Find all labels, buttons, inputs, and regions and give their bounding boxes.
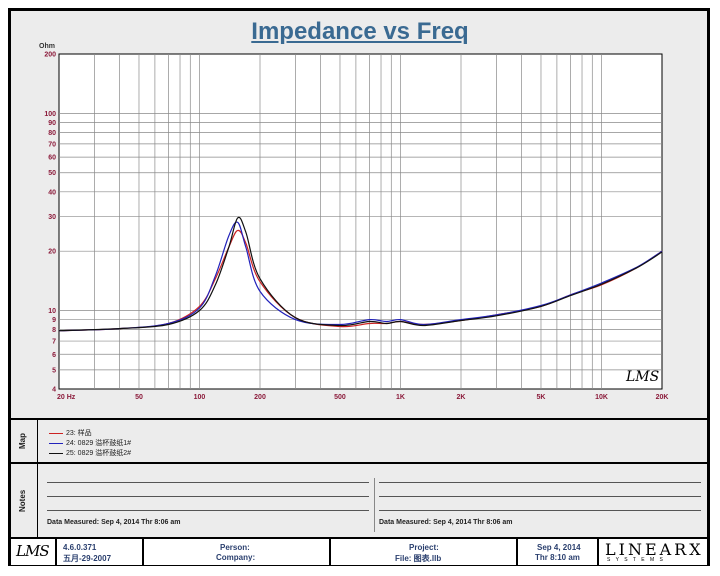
y-tick-label: 8 [52, 327, 56, 334]
x-tick-label: 5K [537, 394, 546, 401]
y-tick-label: 4 [52, 387, 56, 394]
footer-project-cell: Project: File: 图表.llb [331, 539, 518, 565]
y-tick-label: 10 [48, 308, 56, 315]
legend-swatch [49, 442, 63, 444]
footer-brand-cell: LINEARX S Y S T E M S [599, 539, 707, 565]
y-tick-label: 200 [44, 52, 56, 59]
legend-label: 23: 样品 [66, 430, 92, 437]
person-label: Person: [220, 543, 250, 552]
footer-date: Sep 4, 2014 [537, 543, 581, 552]
chart-title: Impedance vs Freq [251, 18, 469, 45]
note-line [47, 496, 369, 497]
y-tick-label: 70 [48, 141, 56, 148]
footer-person-cell: Person: Company: [144, 539, 331, 565]
linearx-subtitle: S Y S T E M S [607, 557, 665, 563]
footer-logo-cell: LMS [11, 539, 57, 565]
y-tick-label: 30 [48, 214, 56, 221]
x-tick-label: 10K [595, 394, 608, 401]
y-tick-label: 90 [48, 120, 56, 127]
x-tick-labels: 20 Hz 50 100 200 500 1K 2K 5K 10K 20K [57, 394, 668, 401]
legend: 23: 样品 24: 0829 溢杯鼓纸1# 25: 0829 溢杯鼓纸2# [49, 428, 131, 458]
footer-date-cell: Sep 4, 2014 Thr 8:10 am [518, 539, 599, 565]
y-tick-label: 50 [48, 170, 56, 177]
y-tick-label: 60 [48, 155, 56, 162]
x-tick-label: 200 [254, 394, 266, 401]
x-tick-label: 2K [457, 394, 466, 401]
notes-column-divider [374, 478, 375, 532]
map-label: Map [18, 433, 27, 449]
version-date: 五月-29-2007 [63, 554, 112, 563]
y-tick-label: 100 [44, 111, 56, 118]
legend-swatch [49, 452, 63, 454]
note-line [379, 482, 701, 483]
lms-logo: LMS [16, 542, 50, 560]
x-tick-label: 20K [656, 394, 669, 401]
x-tick-label: 1K [396, 394, 405, 401]
lms-watermark: LMS [625, 369, 659, 385]
series-lines [58, 216, 663, 332]
linearx-logo: LINEARX [605, 540, 704, 559]
x-tick-label: 20 Hz [57, 394, 76, 401]
footer-bar: LMS 4.6.0.371 五月-29-2007 Person: Company… [11, 537, 707, 565]
series-line-2 [58, 221, 663, 332]
note-line [379, 510, 701, 511]
y-tick-label: 80 [48, 130, 56, 137]
x-tick-label: 100 [194, 394, 206, 401]
data-measured-left: Data Measured: Sep 4, 2014 Thr 8:06 am [47, 519, 181, 526]
legend-swatch [49, 432, 63, 434]
footer-time: Thr 8:10 am [535, 553, 580, 562]
x-tick-label: 50 [135, 394, 143, 401]
plot-grid [59, 54, 662, 389]
file-label: File: 图表.llb [395, 554, 442, 563]
legend-entry: 25: 0829 溢杯鼓纸2# [49, 448, 131, 458]
notes-section: Notes Data Measured: Sep 4, 2014 Thr 8:0… [11, 462, 707, 537]
note-line [47, 510, 369, 511]
y-tick-label: 9 [52, 317, 56, 324]
legend-entry: 24: 0829 溢杯鼓纸1# [49, 438, 131, 448]
map-divider [37, 420, 38, 462]
plot-area [58, 53, 663, 390]
notes-label: Notes [18, 489, 27, 512]
series-line-3 [58, 216, 663, 332]
legend-entry: 23: 样品 [49, 428, 131, 438]
y-tick-label: 5 [52, 367, 56, 374]
legend-label: 25: 0829 溢杯鼓纸2# [66, 450, 131, 457]
company-label: Company: [216, 553, 256, 562]
footer-version-cell: 4.6.0.371 五月-29-2007 [57, 539, 144, 565]
y-tick-labels: 200 100 90 80 70 60 50 40 30 20 10 9 8 7 6 5 4 [44, 52, 56, 394]
version-text: 4.6.0.371 [63, 543, 97, 552]
y-tick-label: 40 [48, 189, 56, 196]
x-tick-label: 500 [334, 394, 346, 401]
y-tick-label: 6 [52, 352, 56, 359]
project-label: Project: [409, 543, 439, 552]
notes-divider [37, 464, 38, 537]
y-tick-label: 7 [52, 339, 56, 346]
legend-label: 24: 0829 溢杯鼓纸1# [66, 440, 131, 447]
y-tick-label: 20 [48, 249, 56, 256]
data-measured-right: Data Measured: Sep 4, 2014 Thr 8:06 am [379, 519, 513, 526]
note-line [47, 482, 369, 483]
impedance-plot: 200 100 90 80 70 60 50 40 30 20 10 9 8 7 6 5 4 20 Hz 50 10… [39, 43, 668, 401]
y-axis-unit-label: Ohm [39, 43, 55, 50]
map-section: Map 23: 样品 24: 0829 溢杯鼓纸1# 25: 0829 溢杯鼓纸2# [11, 418, 707, 462]
note-line [379, 496, 701, 497]
